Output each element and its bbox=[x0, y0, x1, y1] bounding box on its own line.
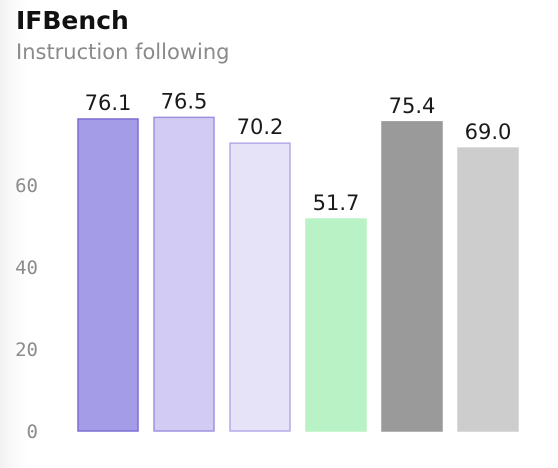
bar-4 bbox=[305, 218, 367, 432]
bar-value-label: 69.0 bbox=[465, 120, 512, 144]
y-tick-label: 20 bbox=[15, 339, 38, 361]
y-tick-label: 60 bbox=[15, 175, 38, 197]
bar-value-label: 76.5 bbox=[161, 89, 208, 113]
y-tick-label: 40 bbox=[15, 257, 38, 279]
bar-value-label: 76.1 bbox=[85, 91, 132, 115]
bars bbox=[77, 116, 519, 432]
value-labels: 76.1 76.5 70.2 51.7 75.4 69.0 bbox=[85, 89, 512, 215]
chart-subtitle: Instruction following bbox=[16, 40, 230, 64]
bar-1 bbox=[77, 118, 139, 432]
bar-value-label: 70.2 bbox=[237, 115, 284, 139]
bar-6 bbox=[457, 147, 519, 432]
bar-value-label: 51.7 bbox=[313, 191, 360, 215]
bar-value-label: 75.4 bbox=[389, 94, 436, 118]
bar-3 bbox=[229, 142, 291, 432]
bar-2 bbox=[153, 116, 215, 432]
y-tick-label: 0 bbox=[27, 421, 38, 443]
chart-title: IFBench bbox=[16, 6, 129, 35]
y-axis: 0 20 40 60 bbox=[15, 175, 38, 443]
bar-5 bbox=[381, 121, 443, 432]
